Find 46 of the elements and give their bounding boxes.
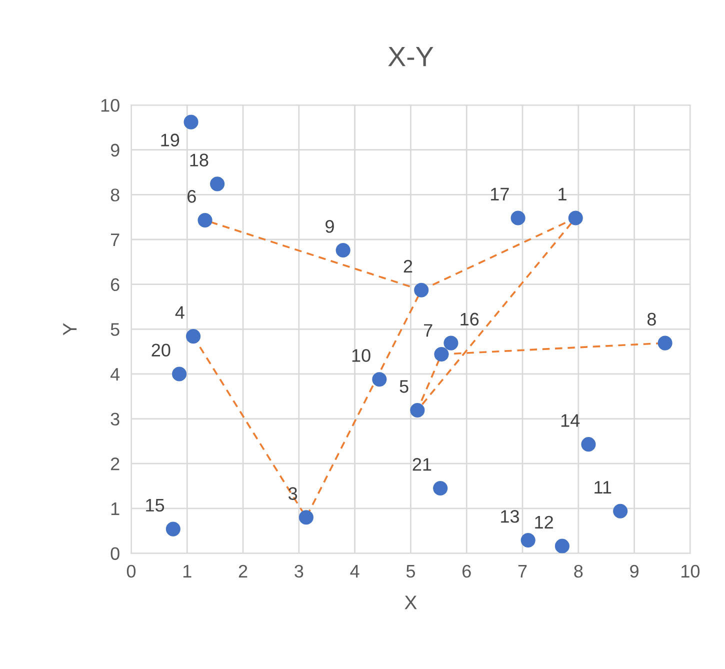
x-tick-label: 5 (406, 565, 415, 578)
annotation: 10 (352, 349, 370, 362)
annotation: 2 (404, 260, 412, 273)
x-tick-label: 7 (518, 565, 527, 578)
annotation: 11 (594, 481, 612, 494)
annotation: 20 (152, 344, 170, 357)
annotation: 8 (647, 312, 656, 326)
y-tick-label: 10 (101, 98, 120, 112)
x-axis-title: X (404, 596, 417, 610)
y-tick-label: 3 (110, 412, 120, 426)
y-tick-label: 6 (110, 278, 120, 292)
annotation: 21 (412, 458, 432, 471)
annotation: 1 (558, 188, 566, 200)
y-tick-label: 2 (110, 458, 120, 470)
x-tick-label: 2 (238, 564, 248, 578)
annotation: 14 (561, 414, 580, 427)
x-tick-label: 1 (183, 565, 192, 578)
annotation: 17 (491, 188, 509, 200)
y-tick-label: 4 (110, 368, 120, 381)
annotation: 5 (400, 380, 408, 393)
annotation: 9 (326, 220, 334, 233)
annotation: 13 (501, 510, 519, 523)
x-tick-label: 10 (682, 564, 700, 578)
annotation: 18 (190, 154, 208, 166)
y-tick-label: 8 (110, 188, 120, 202)
x-tick-label: 3 (294, 564, 304, 578)
annotation: 7 (424, 324, 432, 337)
y-tick-label: 5 (110, 323, 120, 336)
x-tick-label: 0 (126, 564, 136, 578)
chart-title: X-Y (388, 47, 434, 66)
y-tick-label: 0 (110, 547, 120, 560)
annotation: 4 (175, 306, 184, 319)
y-tick-label: 1 (111, 502, 120, 515)
annotation: 16 (460, 312, 479, 326)
annotation: 6 (188, 190, 196, 203)
annotation: 12 (535, 516, 553, 528)
y-tick-label: 9 (110, 144, 120, 157)
x-tick-label: 9 (630, 564, 638, 578)
annotation: 19 (161, 134, 180, 146)
x-tick-label: 4 (350, 565, 360, 578)
y-tick-label: 7 (111, 234, 120, 246)
y-axis-title: Y (63, 323, 77, 336)
x-tick-label: 6 (462, 564, 471, 578)
x-tick-label: 8 (574, 564, 583, 578)
annotation: 15 (146, 499, 164, 512)
annotation: 3 (288, 487, 298, 500)
